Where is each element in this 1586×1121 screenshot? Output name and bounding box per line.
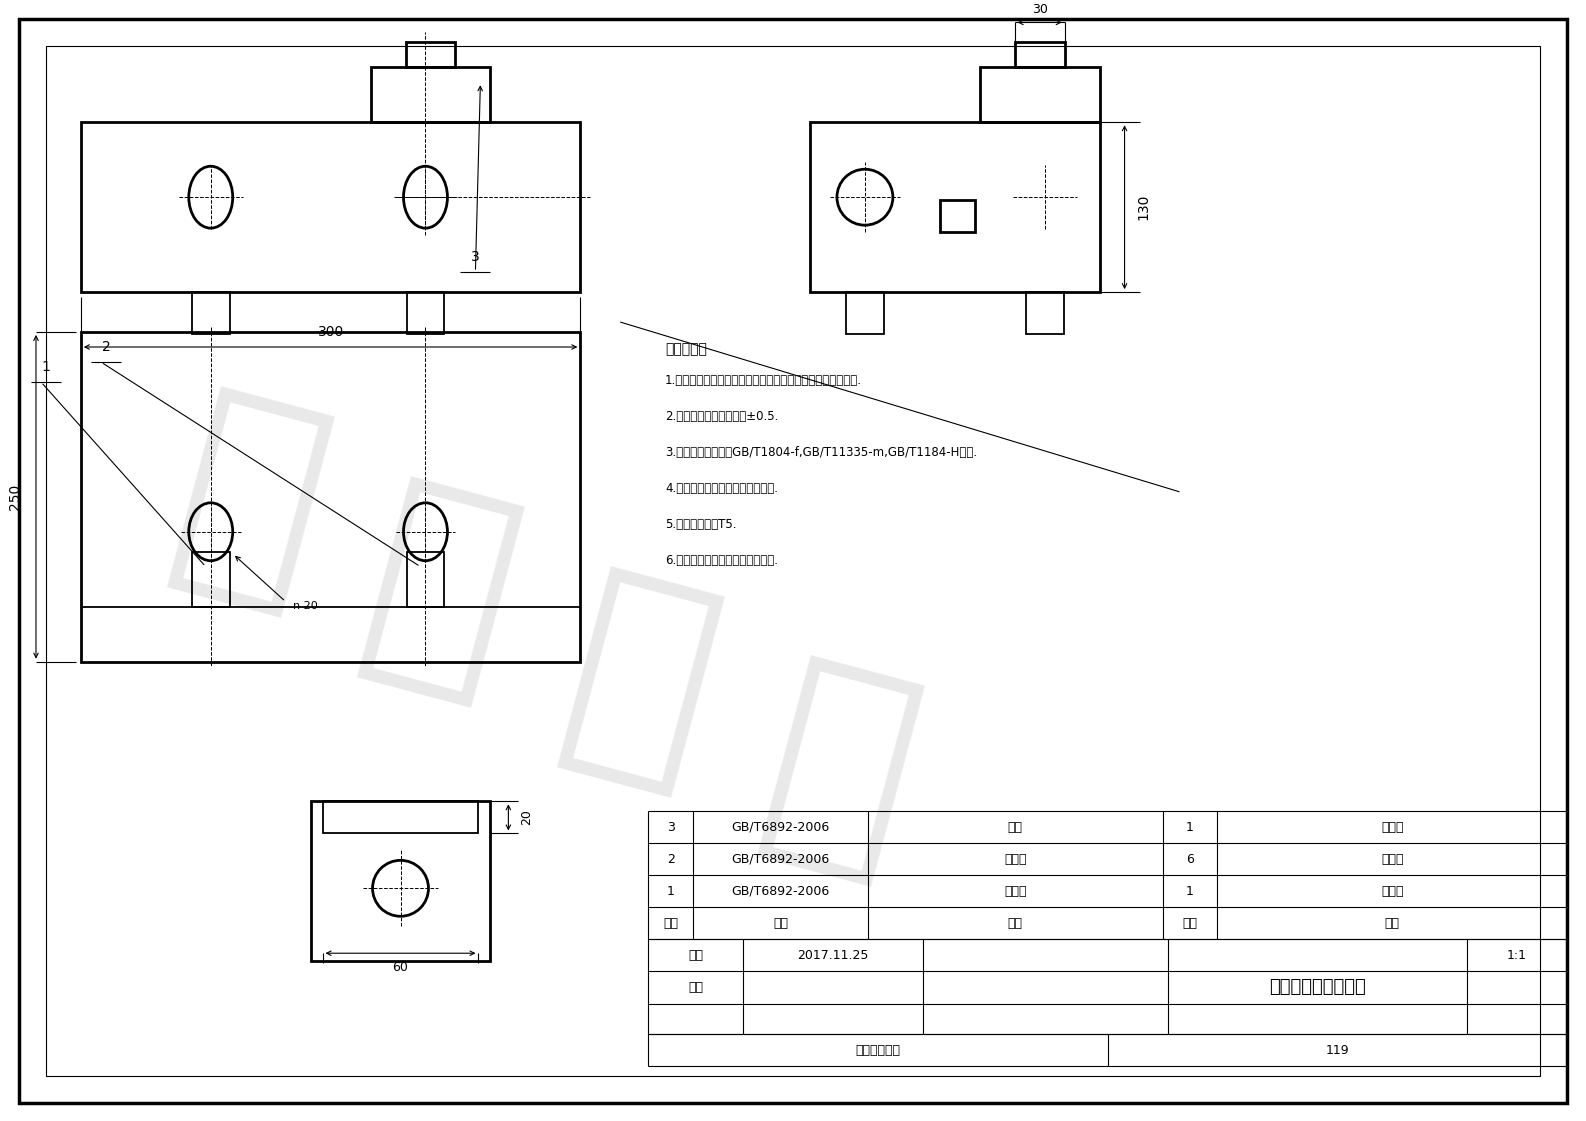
Text: 4.零件锐角倒钝：去除毛刺、飞边.: 4.零件锐角倒钝：去除毛刺、飞边. <box>665 482 779 494</box>
Text: 3: 3 <box>666 821 674 834</box>
Text: 1: 1 <box>1186 884 1194 898</box>
Text: 130: 130 <box>1137 194 1150 221</box>
Text: 技术要求：: 技术要求： <box>665 342 707 356</box>
Text: 挡块: 挡块 <box>1007 821 1023 834</box>
Text: 3.零件未注公差按照GB/T1804-f,GB/T11335-m,GB/T1184-H执行.: 3.零件未注公差按照GB/T1804-f,GB/T11335-m,GB/T118… <box>665 446 977 458</box>
Bar <box>81 122 580 293</box>
Text: 科: 科 <box>542 553 737 810</box>
Bar <box>1026 293 1064 334</box>
Text: 6: 6 <box>1186 853 1194 865</box>
Text: 20: 20 <box>520 809 533 825</box>
Bar <box>406 552 444 606</box>
Text: 材料: 材料 <box>1385 917 1400 929</box>
Text: 1.零件不能有变形、裂纹等缺陷，零件表面不能有划痕、擦伤.: 1.零件不能有变形、裂纹等缺陷，零件表面不能有划痕、擦伤. <box>665 374 863 387</box>
Bar <box>406 43 455 67</box>
Text: 1: 1 <box>41 360 51 374</box>
Text: 夹: 夹 <box>152 373 349 630</box>
Text: 支撑钉: 支撑钉 <box>1004 853 1026 865</box>
Text: 序号: 序号 <box>663 917 679 929</box>
Text: 铝合金: 铝合金 <box>1381 884 1404 898</box>
Text: 300: 300 <box>317 325 344 339</box>
Text: 平头支撑钉定位方案: 平头支撑钉定位方案 <box>1269 979 1366 997</box>
Text: n 20: n 20 <box>293 601 317 611</box>
Bar <box>940 201 975 232</box>
Text: 重庆夹研科技: 重庆夹研科技 <box>855 1044 901 1057</box>
Text: 250: 250 <box>8 483 22 510</box>
Bar <box>1015 43 1064 67</box>
Text: GB/T6892-2006: GB/T6892-2006 <box>731 884 829 898</box>
Bar <box>845 293 883 334</box>
Text: 校核: 校核 <box>688 981 703 993</box>
Text: 铝合金: 铝合金 <box>1381 853 1404 865</box>
Text: 标准: 标准 <box>772 917 788 929</box>
Text: 6.装配松紧适度，不能有卡死现象.: 6.装配松紧适度，不能有卡死现象. <box>665 554 779 567</box>
Text: 技: 技 <box>742 643 937 900</box>
Text: 名称: 名称 <box>1007 917 1023 929</box>
Bar <box>810 122 1099 293</box>
Bar <box>192 293 230 334</box>
Text: 铝合金: 铝合金 <box>1381 821 1404 834</box>
Text: 夹具体: 夹具体 <box>1004 884 1026 898</box>
Text: 制图: 制图 <box>688 948 703 962</box>
Bar <box>406 293 444 334</box>
Bar <box>322 802 479 833</box>
Text: GB/T6892-2006: GB/T6892-2006 <box>731 853 829 865</box>
Text: 30: 30 <box>1032 3 1048 17</box>
Text: 3: 3 <box>471 250 481 265</box>
Bar <box>81 332 580 661</box>
Bar <box>192 552 230 606</box>
Text: 1:1: 1:1 <box>1507 948 1527 962</box>
Text: 2.零件未注尺寸允许偏差±0.5.: 2.零件未注尺寸允许偏差±0.5. <box>665 410 779 423</box>
Text: 119: 119 <box>1326 1044 1350 1057</box>
Text: 5.零件热处理：T5.: 5.零件热处理：T5. <box>665 518 736 530</box>
Text: GB/T6892-2006: GB/T6892-2006 <box>731 821 829 834</box>
Text: 数量: 数量 <box>1183 917 1197 929</box>
Text: 2017.11.25: 2017.11.25 <box>798 948 869 962</box>
Text: 2: 2 <box>666 853 674 865</box>
Bar <box>980 67 1099 122</box>
Text: 60: 60 <box>393 961 409 974</box>
Text: 2: 2 <box>102 340 111 354</box>
Text: 1: 1 <box>1186 821 1194 834</box>
Text: 1: 1 <box>666 884 674 898</box>
Bar <box>311 802 490 961</box>
Text: 研: 研 <box>343 463 538 720</box>
Bar <box>371 67 490 122</box>
